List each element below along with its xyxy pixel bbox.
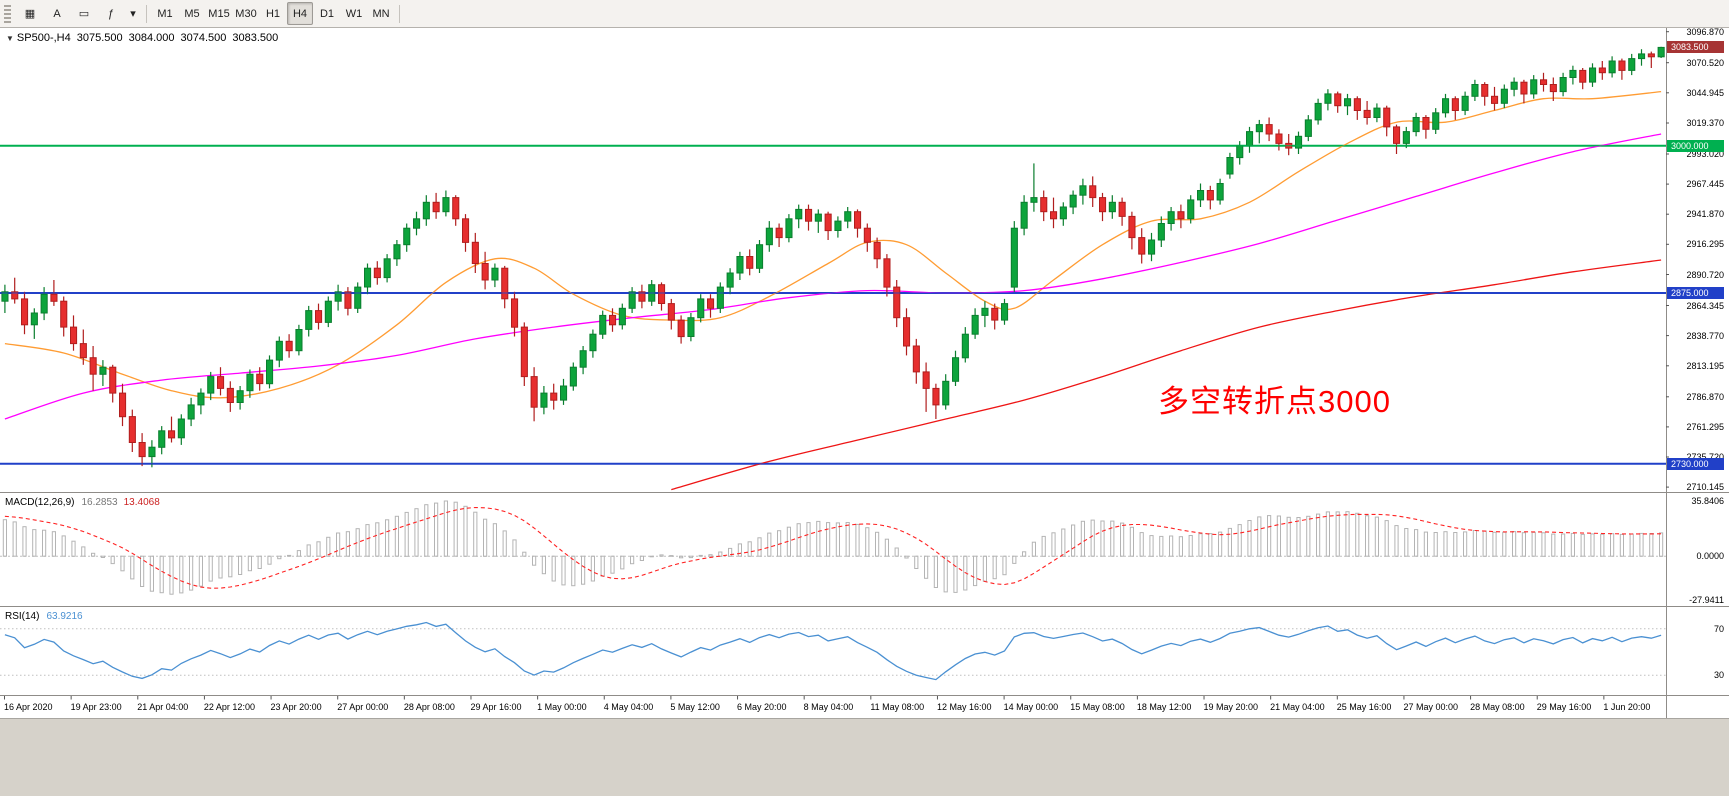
timeframe-button-m5[interactable]: M5 bbox=[184, 7, 200, 20]
time-axis-label: 11 May 08:00 bbox=[870, 702, 925, 712]
hlines-over-layer bbox=[0, 145, 1666, 465]
macd-axis-label: 0.0000 bbox=[1696, 551, 1724, 562]
time-axis-label: 12 May 16:00 bbox=[936, 702, 992, 712]
timeframe-button-h1[interactable]: H1 bbox=[265, 7, 281, 20]
price-tag-blue: 2875.000 bbox=[1667, 287, 1724, 299]
time-axis: 16 Apr 2020 19 Apr 23:00 21 Apr 04:00 22 Ap… bbox=[0, 696, 1666, 718]
rsi-indicator-label: RSI(14) 63.9216 bbox=[5, 611, 83, 622]
time-axis-label: 14 May 00:00 bbox=[1003, 702, 1059, 712]
time-axis-label: 6 May 20:00 bbox=[737, 702, 787, 712]
ohlc-high: 3084.000 bbox=[128, 32, 175, 44]
indicator-list-icon[interactable]: ƒ bbox=[107, 7, 115, 20]
price-tag-blue: 2730.000 bbox=[1667, 457, 1724, 470]
chart-area[interactable]: ▼ SP500-,H4 3075.500 3084.000 3074.500 3083.5… bbox=[0, 26, 1729, 718]
rsi-axis-label: 30 bbox=[1713, 670, 1724, 681]
rsi-name: RSI(14) bbox=[5, 611, 40, 622]
toolbar-drag-handle[interactable] bbox=[4, 4, 11, 23]
timeframe-button-m15[interactable]: M15 bbox=[208, 7, 230, 20]
macd-signal-value: 13.4068 bbox=[123, 497, 160, 508]
ma-fast-orange bbox=[4, 90, 1662, 399]
chart-title: ▼ SP500-,H4 3075.500 3084.000 3074.500 3083.5… bbox=[6, 32, 278, 44]
time-axis-label: 16 Apr 2020 bbox=[4, 702, 53, 712]
frame-layer bbox=[0, 28, 1729, 718]
time-axis-label: 4 May 04:00 bbox=[603, 702, 654, 712]
collapse-triangle-icon[interactable]: ▼ bbox=[6, 34, 14, 43]
time-axis-label: 29 May 16:00 bbox=[1536, 702, 1592, 712]
price-axis-label: 3070.520 bbox=[1686, 57, 1724, 68]
price-tag-green: 3000.000 bbox=[1667, 139, 1724, 152]
time-axis-label: 19 May 20:00 bbox=[1203, 702, 1259, 712]
price-axis-label: 3019.370 bbox=[1686, 118, 1724, 128]
price-tag-last: 3083.500 bbox=[1667, 41, 1724, 54]
timeframe-button-mn[interactable]: MN bbox=[372, 7, 390, 20]
timeframe-button-m1[interactable]: M1 bbox=[157, 7, 173, 20]
time-axis-label: 23 Apr 20:00 bbox=[270, 702, 322, 712]
time-axis-label: 1 May 00:00 bbox=[537, 702, 587, 712]
chart-canvas[interactable] bbox=[0, 28, 1729, 718]
price-axis-label: 2838.770 bbox=[1686, 330, 1724, 341]
time-axis-label: 1 Jun 20:00 bbox=[1603, 702, 1651, 712]
price-axis-label: 3044.945 bbox=[1686, 87, 1724, 98]
price-axis-label: 2813.195 bbox=[1686, 360, 1724, 371]
time-axis-label: 5 May 12:00 bbox=[670, 702, 720, 712]
macd-axis-label: -27.9411 bbox=[1689, 594, 1724, 605]
time-axis-label: 15 May 08:00 bbox=[1070, 702, 1125, 712]
macd-axis-label: 35.8406 bbox=[1691, 495, 1724, 506]
time-axis-label: 27 May 00:00 bbox=[1403, 702, 1458, 712]
timeframe-button-d1[interactable]: D1 bbox=[319, 7, 335, 20]
time-axis-label: 27 Apr 00:00 bbox=[337, 702, 389, 712]
price-axis-label: 2916.295 bbox=[1686, 239, 1724, 250]
price-axis-label: 2735.720 bbox=[1686, 452, 1724, 462]
toolbar-separator bbox=[146, 4, 147, 23]
macd-name: MACD(12,26,9) bbox=[5, 497, 75, 508]
indicator-layer bbox=[0, 500, 1666, 681]
time-axis-label: 21 Apr 04:00 bbox=[137, 702, 189, 712]
price-axis-label: 2993.020 bbox=[1686, 149, 1724, 159]
time-axis-label: 22 Apr 12:00 bbox=[203, 702, 255, 712]
timeframe-button-w1[interactable]: W1 bbox=[345, 7, 363, 20]
ma-slow-red bbox=[671, 259, 1662, 491]
rsi-value: 63.9216 bbox=[46, 611, 83, 622]
time-axis-label: 28 May 08:00 bbox=[1470, 702, 1525, 712]
chart-window-icon[interactable]: ▦ bbox=[24, 8, 36, 20]
time-axis-label: 8 May 04:00 bbox=[803, 702, 854, 712]
price-axis-label: 2890.720 bbox=[1686, 269, 1724, 280]
time-axis-label: 28 Apr 08:00 bbox=[403, 702, 455, 712]
time-axis-label: 29 Apr 16:00 bbox=[470, 702, 522, 712]
toolbar-separator bbox=[399, 4, 400, 23]
symbol-period-label: SP500-,H4 bbox=[16, 32, 71, 44]
shape-tool-icon[interactable]: ▭ bbox=[78, 8, 90, 20]
price-axis-label: 2864.345 bbox=[1686, 300, 1724, 311]
price-axis-label: 2941.870 bbox=[1686, 209, 1724, 220]
price-axis-label: 2786.870 bbox=[1686, 391, 1724, 402]
timeframe-button-h4[interactable]: H4 bbox=[287, 2, 313, 25]
hlines-layer bbox=[0, 144, 1666, 465]
moving-averages-layer bbox=[4, 90, 1662, 491]
timeframe-button-m30[interactable]: M30 bbox=[235, 7, 257, 20]
price-axis-label: 3096.870 bbox=[1686, 26, 1724, 37]
time-axis-label: 18 May 12:00 bbox=[1136, 702, 1192, 712]
macd-main-value: 16.2853 bbox=[81, 497, 118, 508]
candles-layer bbox=[1, 46, 1665, 468]
status-strip bbox=[0, 718, 1729, 796]
macd-indicator-label: MACD(12,26,9) 16.2853 13.4068 bbox=[5, 497, 160, 508]
ohlc-low: 3074.500 bbox=[180, 32, 227, 44]
time-axis-label: 19 Apr 23:00 bbox=[70, 702, 122, 712]
price-axis: 3096.870 3070.520 3044.945 3019.370 2993.020… bbox=[1666, 26, 1729, 718]
dropdown-arrow-icon[interactable]: ▾ bbox=[130, 8, 136, 20]
chart-annotation-text: 多空转折点3000 bbox=[1158, 384, 1391, 419]
rsi-axis-label: 70 bbox=[1713, 623, 1724, 634]
price-axis-label: 2710.145 bbox=[1686, 482, 1724, 493]
price-axis-label: 2761.295 bbox=[1686, 421, 1724, 432]
ohlc-close: 3083.500 bbox=[232, 32, 279, 44]
toolbar: ▦ A ▭ ƒ ▾ M1 M5 M15 M30 H1 H4 D1 W1 MN bbox=[0, 0, 1729, 28]
text-annotation-icon[interactable]: A bbox=[53, 7, 61, 20]
time-axis-label: 25 May 16:00 bbox=[1336, 702, 1392, 712]
price-axis-label: 2967.445 bbox=[1686, 179, 1724, 190]
ohlc-open: 3075.500 bbox=[76, 32, 123, 44]
ma-mid-magenta bbox=[4, 133, 1662, 420]
time-axis-label: 21 May 04:00 bbox=[1270, 702, 1325, 712]
